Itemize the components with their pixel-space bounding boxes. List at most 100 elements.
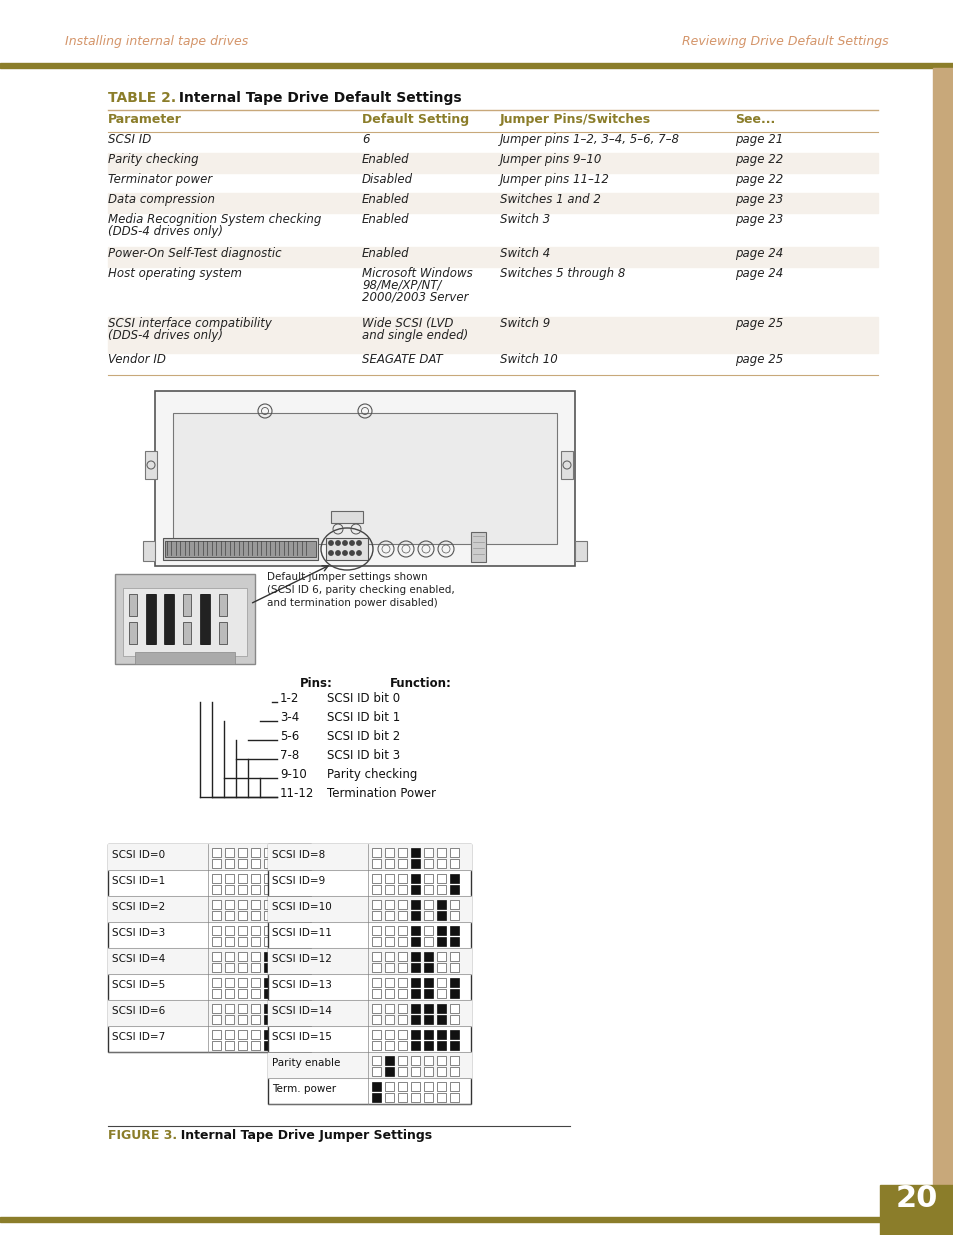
Bar — [276, 900, 286, 909]
Bar — [0, 1216, 932, 1221]
Bar — [397, 1067, 407, 1076]
Bar — [385, 1082, 394, 1091]
Bar — [385, 1004, 394, 1013]
Bar — [268, 1052, 471, 1078]
Bar — [385, 874, 394, 883]
Text: Parity checking: Parity checking — [108, 153, 198, 165]
Bar — [290, 963, 298, 972]
Bar — [165, 622, 172, 643]
Bar — [423, 952, 433, 961]
Bar — [212, 885, 221, 894]
Bar — [251, 874, 260, 883]
Bar — [385, 1067, 394, 1076]
Text: 6: 6 — [361, 133, 369, 146]
Bar — [450, 1067, 458, 1076]
Bar — [385, 860, 394, 868]
Bar — [423, 1015, 433, 1024]
Text: 20: 20 — [895, 1184, 937, 1213]
Bar — [397, 989, 407, 998]
Bar — [225, 848, 233, 857]
Bar — [411, 1056, 419, 1065]
Bar — [264, 937, 273, 946]
Bar — [251, 926, 260, 935]
Bar — [372, 952, 380, 961]
Bar — [290, 860, 298, 868]
Bar — [411, 1041, 419, 1050]
Bar — [201, 594, 209, 616]
Text: FIGURE 3.: FIGURE 3. — [108, 1129, 177, 1142]
Bar — [450, 1041, 458, 1050]
Text: SCSI ID=5: SCSI ID=5 — [112, 981, 165, 990]
Bar — [276, 926, 286, 935]
Bar — [225, 874, 233, 883]
Bar — [436, 874, 446, 883]
Bar — [397, 1004, 407, 1013]
Bar — [290, 885, 298, 894]
Bar — [423, 900, 433, 909]
Bar — [372, 978, 380, 987]
Bar — [212, 1004, 221, 1013]
Bar — [264, 885, 273, 894]
Text: Termination Power: Termination Power — [327, 787, 436, 800]
Text: (SCSI ID 6, parity checking enabled,: (SCSI ID 6, parity checking enabled, — [267, 585, 455, 595]
Bar — [290, 1030, 298, 1039]
Bar — [276, 1041, 286, 1050]
Bar — [423, 1041, 433, 1050]
Text: 3-4: 3-4 — [280, 711, 299, 724]
Bar — [264, 978, 273, 987]
Bar — [436, 989, 446, 998]
Text: SCSI ID=6: SCSI ID=6 — [112, 1007, 165, 1016]
Bar — [411, 885, 419, 894]
Bar — [450, 848, 458, 857]
Text: Parity checking: Parity checking — [327, 768, 416, 781]
Text: 7-8: 7-8 — [280, 748, 299, 762]
Circle shape — [335, 541, 340, 545]
Bar — [225, 937, 233, 946]
Text: 11-12: 11-12 — [280, 787, 314, 800]
Bar — [411, 978, 419, 987]
Bar — [276, 963, 286, 972]
Text: Switches 1 and 2: Switches 1 and 2 — [499, 193, 600, 206]
Circle shape — [342, 551, 347, 556]
Bar — [423, 1030, 433, 1039]
Bar — [436, 1015, 446, 1024]
Text: SCSI ID bit 2: SCSI ID bit 2 — [327, 730, 400, 743]
Bar — [276, 848, 286, 857]
Bar — [411, 963, 419, 972]
Bar — [575, 541, 586, 561]
Bar — [251, 989, 260, 998]
Circle shape — [350, 541, 354, 545]
Bar — [372, 1093, 380, 1102]
Bar — [163, 538, 317, 559]
Bar — [251, 937, 260, 946]
Bar — [450, 989, 458, 998]
Bar — [436, 963, 446, 972]
Bar — [219, 622, 227, 643]
Text: page 25: page 25 — [734, 353, 782, 366]
Bar — [290, 1041, 298, 1050]
Text: SEAGATE DAT: SEAGATE DAT — [361, 353, 442, 366]
Bar — [212, 978, 221, 987]
Text: Term. power: Term. power — [272, 1084, 335, 1094]
Bar — [423, 911, 433, 920]
Bar — [264, 952, 273, 961]
Text: Pins:: Pins: — [299, 677, 333, 690]
Text: SCSI ID=15: SCSI ID=15 — [272, 1032, 332, 1042]
Bar — [450, 885, 458, 894]
Bar — [237, 885, 247, 894]
Bar — [450, 952, 458, 961]
Bar — [450, 963, 458, 972]
Bar — [147, 594, 154, 616]
Bar — [276, 937, 286, 946]
Bar — [397, 900, 407, 909]
Bar — [450, 1093, 458, 1102]
Bar — [436, 952, 446, 961]
Text: 9-10: 9-10 — [280, 768, 307, 781]
Text: Parameter: Parameter — [108, 112, 182, 126]
Bar — [372, 1041, 380, 1050]
Bar — [423, 885, 433, 894]
Bar — [225, 885, 233, 894]
Bar — [397, 1015, 407, 1024]
Bar — [237, 860, 247, 868]
Bar — [251, 1004, 260, 1013]
